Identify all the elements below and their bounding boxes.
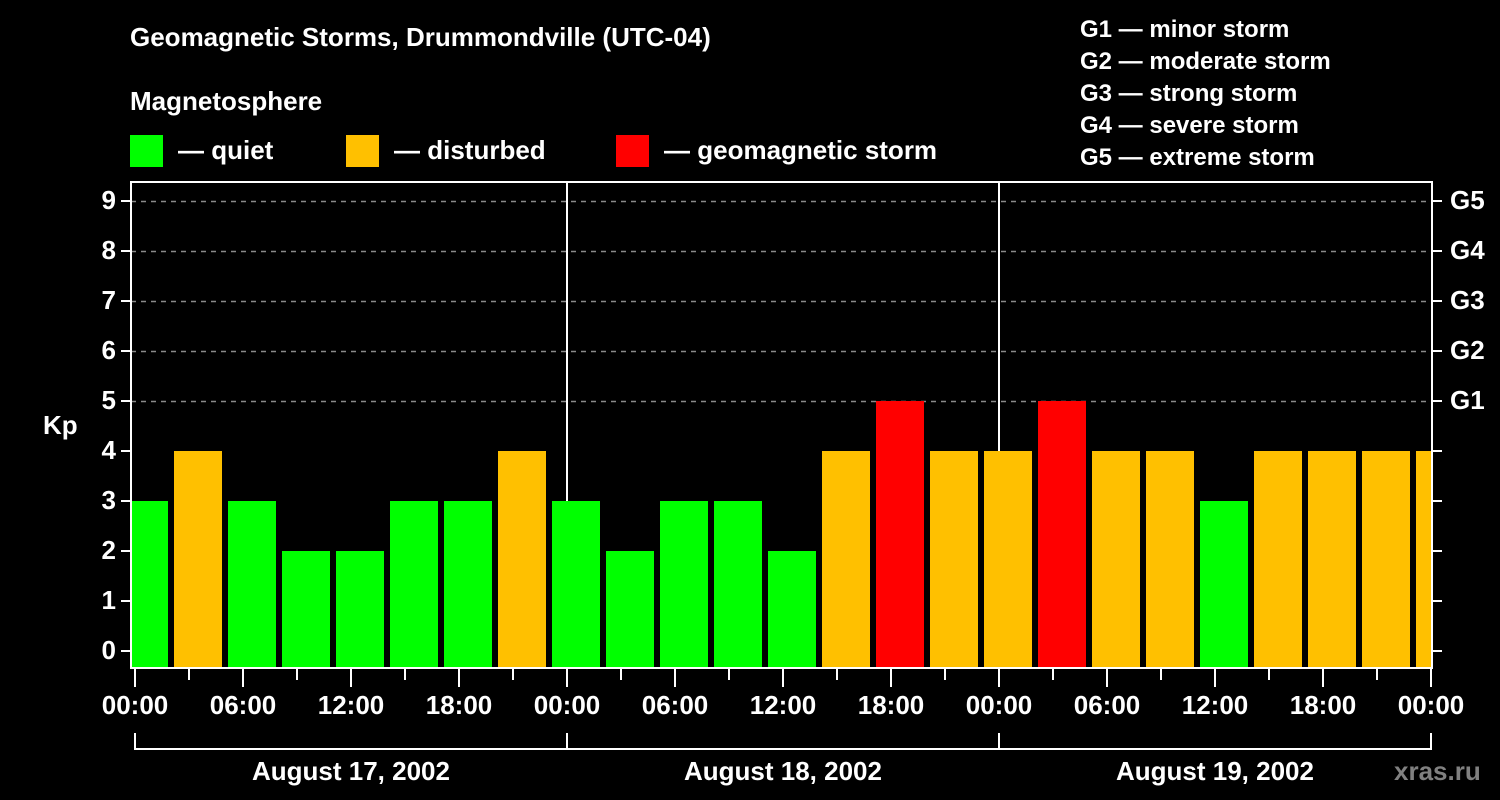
kp-bar	[876, 401, 924, 667]
x-tick-label: 06:00	[641, 690, 709, 720]
date-label: August 18, 2002	[684, 756, 882, 786]
x-tick-label: 06:00	[209, 690, 277, 720]
y-tick-label: 0	[101, 635, 116, 665]
scale-g3: G3 — strong storm	[1080, 80, 1298, 107]
y-tick-label: 9	[101, 185, 116, 215]
date-label: August 17, 2002	[252, 756, 450, 786]
kp-bar	[660, 501, 708, 667]
legend-swatch-quiet	[130, 134, 163, 167]
x-tick-label: 18:00	[425, 690, 493, 720]
g-scale-label: G2	[1450, 335, 1485, 365]
x-tick-label: 18:00	[857, 690, 925, 720]
kp-bar	[390, 501, 438, 667]
date-label: August 19, 2002	[1116, 756, 1314, 786]
y-tick-label: 2	[101, 535, 116, 565]
legend-swatch-disturbed	[346, 134, 379, 167]
kp-bar	[714, 501, 762, 667]
kp-bar	[444, 501, 492, 667]
kp-bar	[228, 501, 276, 667]
x-tick-label: 12:00	[749, 690, 817, 720]
y-axis-label: Kp	[43, 410, 78, 440]
y-tick-label: 3	[101, 485, 116, 515]
kp-bar	[282, 551, 330, 667]
kp-bar	[1092, 451, 1140, 667]
y-tick-label: 7	[101, 285, 116, 315]
watermark: xras.ru	[1394, 756, 1481, 786]
x-tick-label: 12:00	[1181, 690, 1249, 720]
legend-item-quiet: — quiet	[130, 134, 273, 167]
x-tick-label: 00:00	[965, 690, 1033, 720]
kp-bar	[1146, 451, 1194, 667]
storm-scale-legend: G1 — minor storm G2 — moderate storm G3 …	[1080, 14, 1331, 174]
y-tick-label: 8	[101, 235, 116, 265]
kp-bar	[930, 451, 978, 667]
g-scale-label: G3	[1450, 285, 1485, 315]
legend-swatch-storm	[616, 134, 649, 167]
x-tick-label: 12:00	[317, 690, 385, 720]
kp-bar	[336, 551, 384, 667]
kp-bar	[1362, 451, 1410, 667]
gridlines	[131, 182, 1432, 668]
legend-label-disturbed: — disturbed	[394, 135, 546, 165]
y-tick-label: 1	[101, 585, 116, 615]
axes	[121, 181, 1442, 750]
kp-bar	[1200, 501, 1248, 667]
chart-subtitle: Magnetosphere	[130, 86, 323, 116]
scale-g2: G2 — moderate storm	[1080, 48, 1331, 75]
plot-frame	[130, 181, 1433, 669]
kp-bar	[1254, 451, 1302, 667]
bars	[132, 401, 1432, 667]
legend-label-storm: — geomagnetic storm	[664, 135, 938, 165]
x-tick-label: 00:00	[1397, 690, 1465, 720]
y-tick-label: 6	[101, 335, 116, 365]
g-scale-label: G4	[1450, 235, 1485, 265]
kp-bar	[174, 451, 222, 667]
g-scale-label: G5	[1450, 185, 1485, 215]
legend-label-quiet: — quiet	[178, 135, 274, 165]
kp-bar	[984, 451, 1032, 667]
legend-item-disturbed: — disturbed	[346, 134, 546, 167]
x-tick-label: 06:00	[1073, 690, 1141, 720]
chart-title: Geomagnetic Storms, Drummondville (UTC-0…	[130, 22, 711, 52]
date-bracket	[134, 733, 1432, 750]
legend-item-storm: — geomagnetic storm	[616, 134, 937, 167]
scale-g4: G4 — severe storm	[1080, 112, 1299, 139]
scale-g5: G5 — extreme storm	[1080, 144, 1315, 171]
y-tick-label: 4	[101, 435, 116, 465]
x-tick-label: 18:00	[1289, 690, 1357, 720]
kp-bar	[132, 501, 168, 667]
x-tick-label: 00:00	[533, 690, 601, 720]
kp-bar	[1038, 401, 1086, 667]
kp-bar	[498, 451, 546, 667]
kp-bar	[552, 501, 600, 667]
scale-g1: G1 — minor storm	[1080, 16, 1290, 43]
kp-bar	[822, 451, 870, 667]
x-tick-label: 00:00	[101, 690, 169, 720]
g-scale-label: G1	[1450, 385, 1485, 415]
y-tick-label: 5	[101, 385, 116, 415]
kp-bar	[768, 551, 816, 667]
kp-bar	[1416, 451, 1432, 667]
kp-bar	[1308, 451, 1356, 667]
kp-bar	[606, 551, 654, 667]
